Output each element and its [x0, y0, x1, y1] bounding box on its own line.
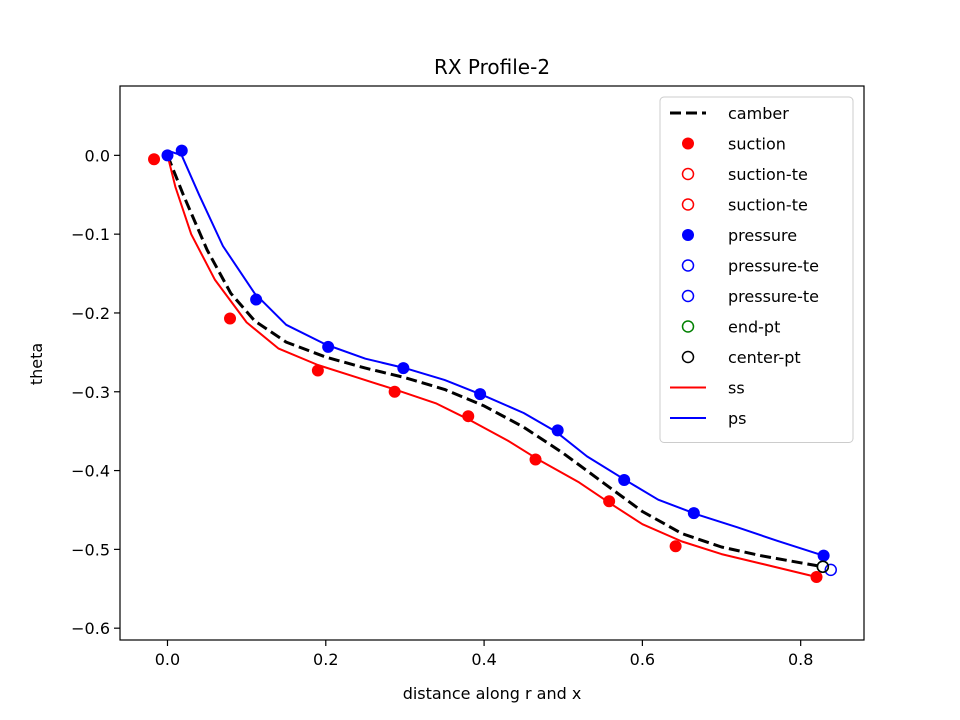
legend-swatch-marker [681, 320, 695, 333]
data-point-suction [669, 540, 682, 553]
data-point-pressure [687, 507, 700, 520]
legend-entry-pressure: pressure [682, 226, 797, 245]
legend-label: ss [728, 379, 745, 398]
y-tick-label: −0.4 [71, 462, 110, 481]
data-point-pressure [161, 149, 174, 162]
legend-swatch-marker [681, 289, 695, 303]
x-tick-label: 0.6 [630, 650, 655, 669]
data-point-pressure [322, 340, 335, 353]
axes-frame [119, 85, 865, 641]
legend-entry-suction-te: suction-te [681, 196, 808, 215]
series-line-camber [166, 154, 824, 569]
legend: camber suction suction-te suction-te pressur… [659, 96, 854, 443]
legend-swatch-marker [681, 259, 695, 272]
legend-entry-end-pt: end-pt [681, 318, 780, 337]
y-tick-label: −0.1 [71, 225, 110, 244]
data-point-suction [148, 153, 161, 166]
x-tick-label: 0.4 [471, 650, 496, 669]
series-line-ss [166, 155, 817, 578]
axes: 0.0 0.2 0.4 0.6 0.8 0.0 −0.1 −0.2 −0.3 −0.4 −0.5 −0… [71, 85, 865, 669]
data-point-suction [311, 364, 324, 377]
data-point-pressure [551, 424, 564, 437]
legend-swatch-marker [682, 229, 694, 241]
legend-swatch-marker [682, 137, 694, 150]
legend-box [659, 96, 854, 443]
y-tick-label: 0.0 [85, 146, 110, 165]
plot-area [148, 144, 838, 583]
y-tick-label: −0.3 [71, 383, 110, 402]
data-point-pressure [250, 293, 263, 306]
legend-label: suction-te [728, 165, 808, 184]
legend-label: pressure [728, 226, 797, 245]
x-axis-label: distance along r and x [403, 684, 582, 703]
legend-label: suction-te [728, 196, 808, 215]
x-tick-label: 0.8 [788, 650, 813, 669]
data-point-pressure-te [824, 563, 838, 577]
y-axis-label: theta [27, 343, 46, 385]
y-tick-label: −0.5 [71, 540, 110, 559]
legend-label: end-pt [728, 318, 780, 337]
legend-swatch-marker [681, 167, 695, 181]
data-point-suction [529, 453, 542, 466]
y-tick-label: −0.2 [71, 304, 110, 323]
legend-entry-suction: suction [682, 135, 786, 154]
legend-label: pressure-te [728, 257, 819, 276]
legend-entry-suction-te: suction-te [681, 165, 808, 184]
legend-label: suction [728, 135, 786, 154]
x-tick-label: 0.0 [155, 650, 180, 669]
data-point-suction [462, 410, 475, 423]
legend-label: ps [728, 409, 747, 428]
data-point-pressure [397, 362, 410, 375]
chart-title: RX Profile-2 [434, 55, 550, 79]
x-tick-label: 0.2 [313, 650, 338, 669]
data-point-pressure [618, 474, 631, 487]
y-tick-label: −0.6 [71, 619, 110, 638]
legend-label: pressure-te [728, 287, 819, 306]
legend-label: center-pt [728, 348, 801, 367]
data-point-suction [810, 570, 823, 583]
data-point-suction [388, 385, 401, 398]
legend-entry-pressure-te: pressure-te [681, 257, 819, 276]
data-point-suction [224, 312, 237, 325]
legend-swatch-marker [681, 350, 695, 364]
legend-entry-ss: ss [670, 379, 745, 398]
data-point-center-pt [816, 560, 830, 573]
legend-label: camber [728, 104, 789, 123]
legend-entry-ps: ps [670, 409, 747, 428]
legend-entry-center-pt: center-pt [681, 348, 801, 367]
data-point-pressure [474, 388, 487, 401]
data-point-suction [603, 495, 616, 508]
data-point-pressure [175, 144, 188, 157]
legend-swatch-marker [681, 198, 695, 211]
legend-entry-camber: camber [670, 104, 789, 123]
legend-entry-pressure-te: pressure-te [681, 287, 819, 306]
data-point-pressure [817, 549, 830, 562]
